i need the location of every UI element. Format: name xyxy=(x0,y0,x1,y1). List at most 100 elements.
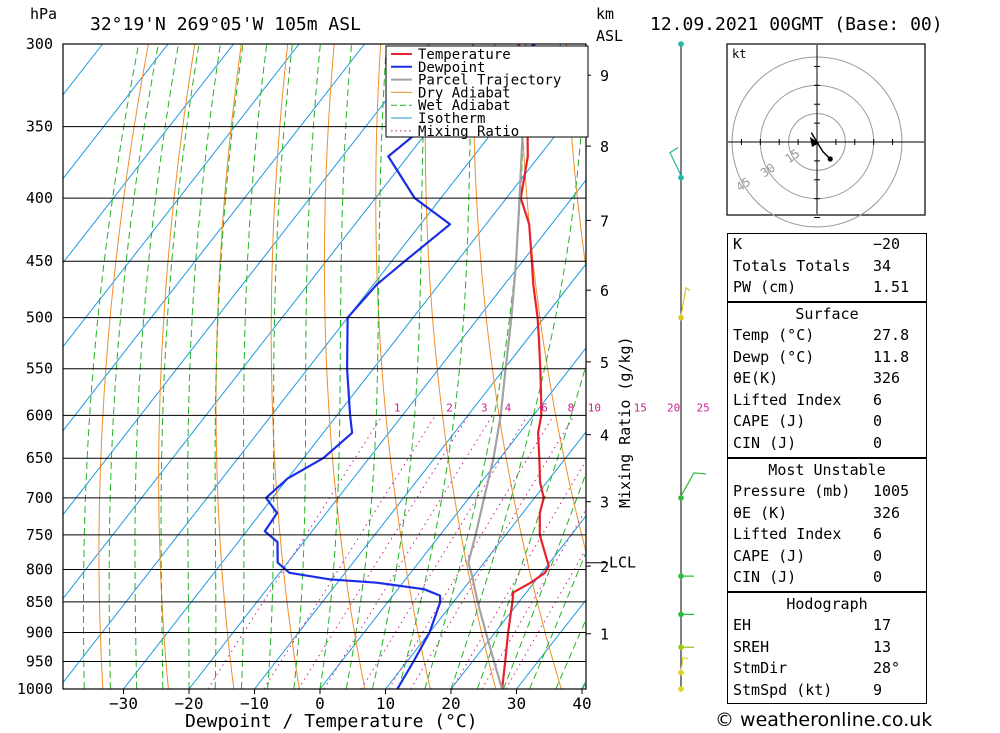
wet-adiabat-line xyxy=(134,44,179,689)
surface-row: CIN (J) 0 xyxy=(728,433,926,455)
hodograph-ring-label: 30 xyxy=(758,160,778,180)
index-row: PW (cm) 1.51 xyxy=(728,277,926,299)
wet-adiabat-line xyxy=(240,44,268,689)
surface-row: Dewp (°C) 11.8 xyxy=(728,347,926,369)
most-unstable-row: Lifted Index 6 xyxy=(728,524,926,546)
index-value: −20 xyxy=(873,235,901,253)
temperature-tick-label: 40 xyxy=(572,694,591,713)
surface-label: Temp (°C) xyxy=(733,326,815,344)
surface-row: Lifted Index 6 xyxy=(728,390,926,412)
pressure-tick-label: 550 xyxy=(26,360,53,378)
isotherm-line xyxy=(63,44,300,348)
most-unstable-value: 0 xyxy=(873,568,883,586)
wet-adiabat-line xyxy=(529,551,586,689)
pressure-tick-label: 350 xyxy=(26,118,53,136)
profile-lines xyxy=(263,44,550,689)
surface-value: 6 xyxy=(873,390,883,409)
hodograph-stat-value: 9 xyxy=(873,680,883,699)
plot-frame xyxy=(62,43,608,694)
wind-barb xyxy=(680,472,707,497)
most-unstable-value: 1005 xyxy=(873,482,910,500)
mixing-ratio-label: 4 xyxy=(505,401,512,414)
hodograph-stat-value: 17 xyxy=(873,616,892,634)
surface-value: 0 xyxy=(873,433,883,452)
dry-adiabat-line xyxy=(984,44,1000,689)
isotherm-line xyxy=(450,515,586,689)
hodograph-ring-label: 45 xyxy=(733,175,753,195)
wind-level-dot xyxy=(678,174,684,181)
km-tick-label: 8 xyxy=(600,138,609,156)
hodograph-end-point xyxy=(827,156,833,162)
km-tick-label: 7 xyxy=(600,212,609,230)
hodograph-stat-row: EH 17 xyxy=(728,615,926,637)
pressure-tick-label: 950 xyxy=(26,653,53,671)
surface-value: 11.8 xyxy=(873,347,910,366)
km-tick-label: 1 xyxy=(600,626,609,644)
hodograph-stat-row: StmSpd (kt) 9 xyxy=(728,680,926,702)
pressure-tick-label: 300 xyxy=(26,35,53,53)
legend-label: Dry Adiabat xyxy=(418,85,511,101)
legend-label: Isotherm xyxy=(418,111,485,127)
hodograph-stat-label: EH xyxy=(733,616,752,634)
most-unstable-label: Pressure (mb) xyxy=(733,482,851,500)
wind-level-dot xyxy=(678,686,684,692)
dry-adiabat-line xyxy=(375,44,431,689)
hodograph-frame xyxy=(726,43,926,216)
hodograph-stat-row: StmDir 28° xyxy=(728,658,926,680)
mixing-ratio-label: 3 xyxy=(481,401,488,414)
isotherm-line xyxy=(63,44,234,264)
hodograph-stat-label: StmDir xyxy=(733,659,788,677)
wind-barb-column xyxy=(669,41,707,692)
legend-box xyxy=(385,45,589,138)
most-unstable-value: 326 xyxy=(873,503,901,522)
isotherm-line xyxy=(63,44,169,180)
km-tick-label: 9 xyxy=(600,67,609,85)
surface-label: θE(K) xyxy=(733,369,779,387)
pressure-tick-label: 1000 xyxy=(17,680,53,698)
credit-link[interactable]: © weatheronline.co.uk xyxy=(715,709,933,731)
mixing-ratio-line xyxy=(388,415,555,689)
surface-value: 27.8 xyxy=(873,326,910,344)
wind-barb xyxy=(680,286,691,316)
temperature-tick-label: 20 xyxy=(441,694,460,713)
x-axis-label: Dewpoint / Temperature (°C) xyxy=(185,711,478,732)
plot-border xyxy=(62,43,587,690)
most-unstable-value: 6 xyxy=(873,525,883,543)
pressure-tick-label: 400 xyxy=(26,189,53,207)
pressure-tick-label: 800 xyxy=(26,560,53,578)
isotherm-line xyxy=(63,44,365,432)
wet-adiabat-line xyxy=(345,44,387,689)
wind-barb xyxy=(669,147,682,176)
most-unstable-title: Most Unstable xyxy=(768,461,886,479)
hodograph-stat-label: StmSpd (kt) xyxy=(733,680,833,699)
indices-table: K −20 Totals Totals 34 PW (cm) 1.51 xyxy=(727,233,927,302)
km-tick-label: 2 xyxy=(600,558,609,576)
hodograph-stat-value: 13 xyxy=(873,637,892,656)
legend-label: Dewpoint xyxy=(418,60,485,76)
mixing-ratio-line xyxy=(451,459,586,689)
legend-label: Temperature xyxy=(418,47,511,63)
mixing-ratio-line xyxy=(360,415,529,689)
storm-motion-marker xyxy=(810,137,819,147)
dry-adiabat-line xyxy=(270,44,300,689)
legend-label: Parcel Trajectory xyxy=(418,73,561,89)
pressure-tick-label: 700 xyxy=(26,489,53,507)
asl-label: ASL xyxy=(596,27,623,45)
wind-barb xyxy=(680,644,694,648)
isotherm-line xyxy=(123,95,586,689)
surface-value: 0 xyxy=(873,412,883,430)
surface-label: CAPE (J) xyxy=(733,412,806,430)
legend-label: Mixing Ratio xyxy=(418,124,519,140)
dry-adiabat-line xyxy=(938,44,1000,689)
wind-barb xyxy=(680,611,694,615)
most-unstable-label: Lifted Index xyxy=(733,525,842,543)
wet-adiabat-line xyxy=(214,44,244,689)
wind-barb xyxy=(680,573,694,577)
temperature-tick-label: −30 xyxy=(109,694,138,713)
surface-value: 326 xyxy=(873,369,901,387)
index-label: K xyxy=(733,235,743,253)
isotherm-line xyxy=(63,44,496,600)
km-tick-label: 3 xyxy=(600,494,609,512)
